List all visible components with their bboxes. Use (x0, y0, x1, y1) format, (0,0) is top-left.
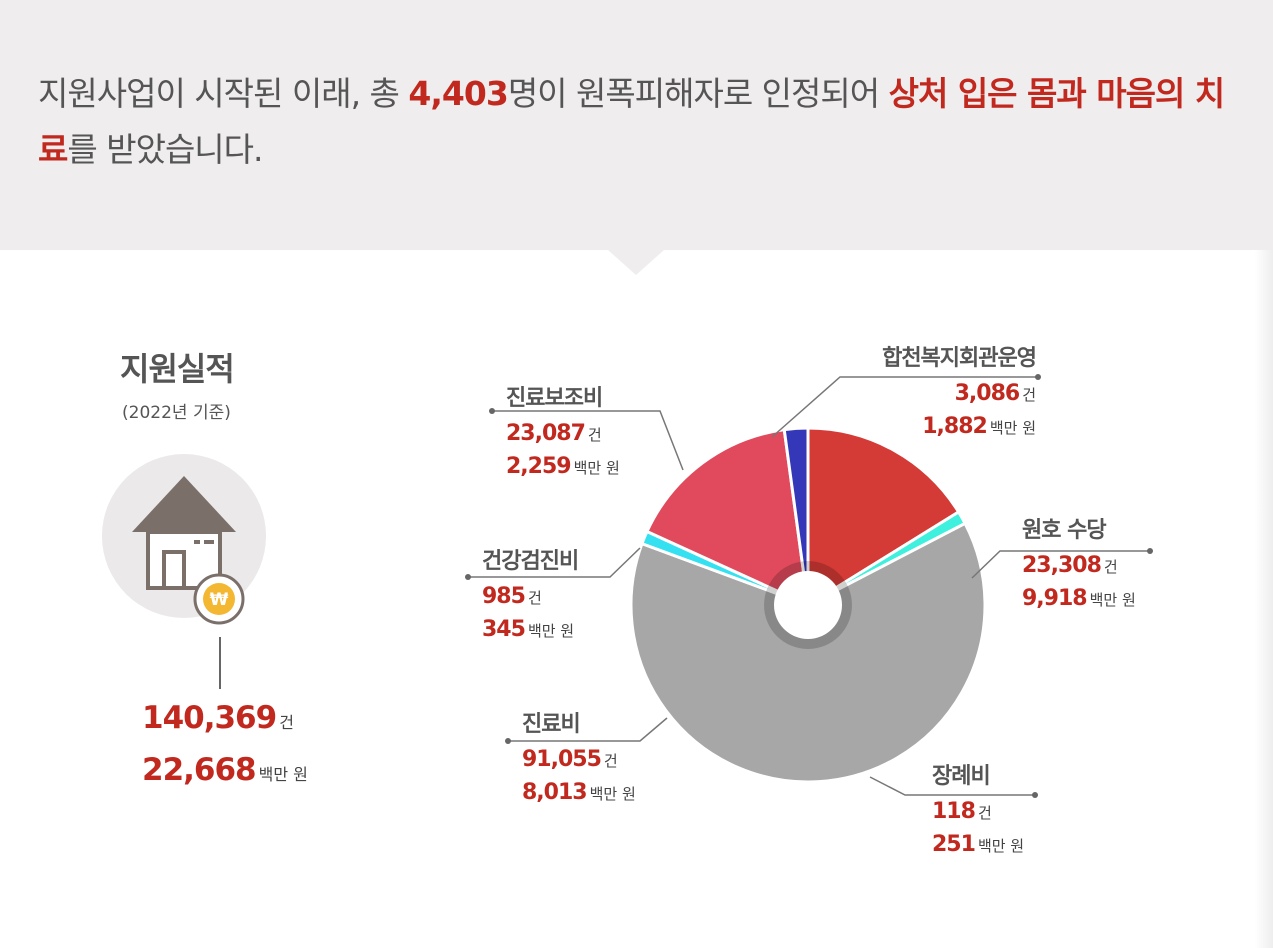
headline-part: 지원사업이 시작된 이래, 총 (38, 74, 409, 113)
pie-slice (782, 426, 810, 606)
slice-amount: 2,259 백만 원 (506, 451, 620, 484)
summary-count-unit: 건 (279, 713, 294, 732)
summary-amount-unit: 백만 원 (258, 765, 308, 784)
slice-name: 합천복지회관운영 (882, 346, 1037, 371)
slice-label: 원호 수당 23,308 건 9,918 백만 원 (1022, 512, 1136, 616)
headline: 지원사업이 시작된 이래, 총 4,403명이 원폭피해자로 인정되어 상처 입… (38, 66, 1248, 178)
slice-amount: 1,882 백만 원 (840, 411, 1036, 444)
slice-label: 진료비 91,055 건 8,013 백만 원 (522, 706, 636, 810)
leader-dot (1035, 374, 1041, 380)
summary-connector (219, 637, 221, 689)
slice-count: 23,308 건 (1022, 550, 1136, 583)
summary-amount-value: 22,668 (142, 752, 257, 788)
slice-amount-value: 2,259 (506, 454, 572, 479)
slice-count-value: 23,308 (1022, 553, 1102, 578)
leader-dot (505, 738, 511, 744)
slice-name: 진료보조비 (506, 386, 603, 411)
slice-amount: 8,013 백만 원 (522, 777, 636, 810)
leader-line (971, 550, 1150, 579)
summary-subtitle: (2022년 기준) (122, 403, 231, 423)
slice-amount-unit: 백만 원 (977, 837, 1025, 855)
slice-count-value: 985 (482, 584, 526, 609)
summary-title: 지원실적 (120, 350, 235, 388)
slice-amount-unit: 백만 원 (589, 785, 636, 803)
slice-name: 원호 수당 (1022, 518, 1107, 543)
slice-count: 985 건 (482, 581, 578, 614)
slice-amount-value: 251 (932, 832, 976, 857)
slice-amount: 251 백만 원 (932, 829, 1024, 862)
slice-amount: 9,918 백만 원 (1022, 583, 1136, 616)
house-won-icon: ₩ (132, 476, 245, 625)
leader-dot (465, 574, 471, 580)
slice-name: 진료비 (522, 712, 581, 737)
leader-line (468, 547, 641, 578)
leader-line (869, 776, 1035, 796)
slice-amount-unit: 백만 원 (527, 622, 575, 640)
slice-label: 장례비 118 건 251 백만 원 (932, 758, 1024, 862)
slice-count: 23,087 건 (506, 418, 620, 451)
slice-amount-unit: 백만 원 (573, 459, 620, 477)
pie-slice (644, 427, 810, 608)
slice-amount-value: 345 (482, 617, 526, 642)
slice-amount-unit: 백만 원 (1089, 591, 1136, 609)
summary-count: 140,369 건 (142, 700, 294, 736)
slice-amount-value: 8,013 (522, 780, 588, 805)
slice-count-unit: 건 (1022, 386, 1036, 404)
headline-part: 명이 원폭피해자로 인정되어 (507, 74, 889, 113)
summary-count-value: 140,369 (142, 700, 277, 736)
summary-amount: 22,668 백만 원 (142, 752, 308, 788)
slice-name: 장례비 (932, 764, 991, 789)
slice-label: 건강검진비 985 건 345 백만 원 (482, 543, 579, 647)
slice-count-unit: 건 (603, 752, 618, 770)
headline-highlight: 4,403 (408, 74, 508, 113)
leader-dot (1032, 792, 1038, 798)
headline-part: 를 받았습니다. (67, 130, 263, 169)
leader-dot (489, 408, 495, 414)
slice-count-unit: 건 (587, 426, 602, 444)
header-banner (0, 0, 1273, 250)
slice-count-unit: 건 (527, 589, 542, 607)
slice-count-value: 3,086 (954, 381, 1021, 406)
slice-label: 진료보조비 23,087 건 2,259 백만 원 (506, 380, 620, 484)
donut-hole (774, 571, 842, 639)
slice-amount: 345 백만 원 (482, 614, 578, 647)
leader-dot (1147, 548, 1153, 554)
slice-count: 118 건 (932, 796, 1024, 829)
slice-count: 91,055 건 (522, 744, 636, 777)
leader-line (492, 410, 684, 471)
slice-count-unit: 건 (977, 804, 992, 822)
slice-count-value: 23,087 (506, 421, 586, 446)
pie-slice (806, 426, 961, 608)
slice-count-unit: 건 (1103, 558, 1118, 576)
slice-count-value: 91,055 (522, 747, 602, 772)
leader-line (508, 717, 668, 742)
slice-amount-value: 9,918 (1022, 586, 1088, 611)
slice-name: 건강검진비 (482, 549, 579, 574)
slice-amount-value: 1,882 (922, 414, 988, 439)
pie-slice (629, 521, 987, 784)
leader-line (771, 376, 1038, 438)
header-pointer (608, 250, 664, 275)
headline-highlight: 상처 입은 몸과 마음의 치료 (38, 74, 1225, 169)
slice-amount-unit: 백만 원 (989, 419, 1036, 437)
slice-label: 합천복지회관운영 3,086 건 1,882 백만 원 (840, 340, 1037, 444)
svg-text:₩: ₩ (210, 590, 229, 610)
slice-count: 3,086 건 (840, 378, 1036, 411)
page-edge-shadow (1255, 250, 1273, 948)
slice-count-value: 118 (932, 799, 976, 824)
